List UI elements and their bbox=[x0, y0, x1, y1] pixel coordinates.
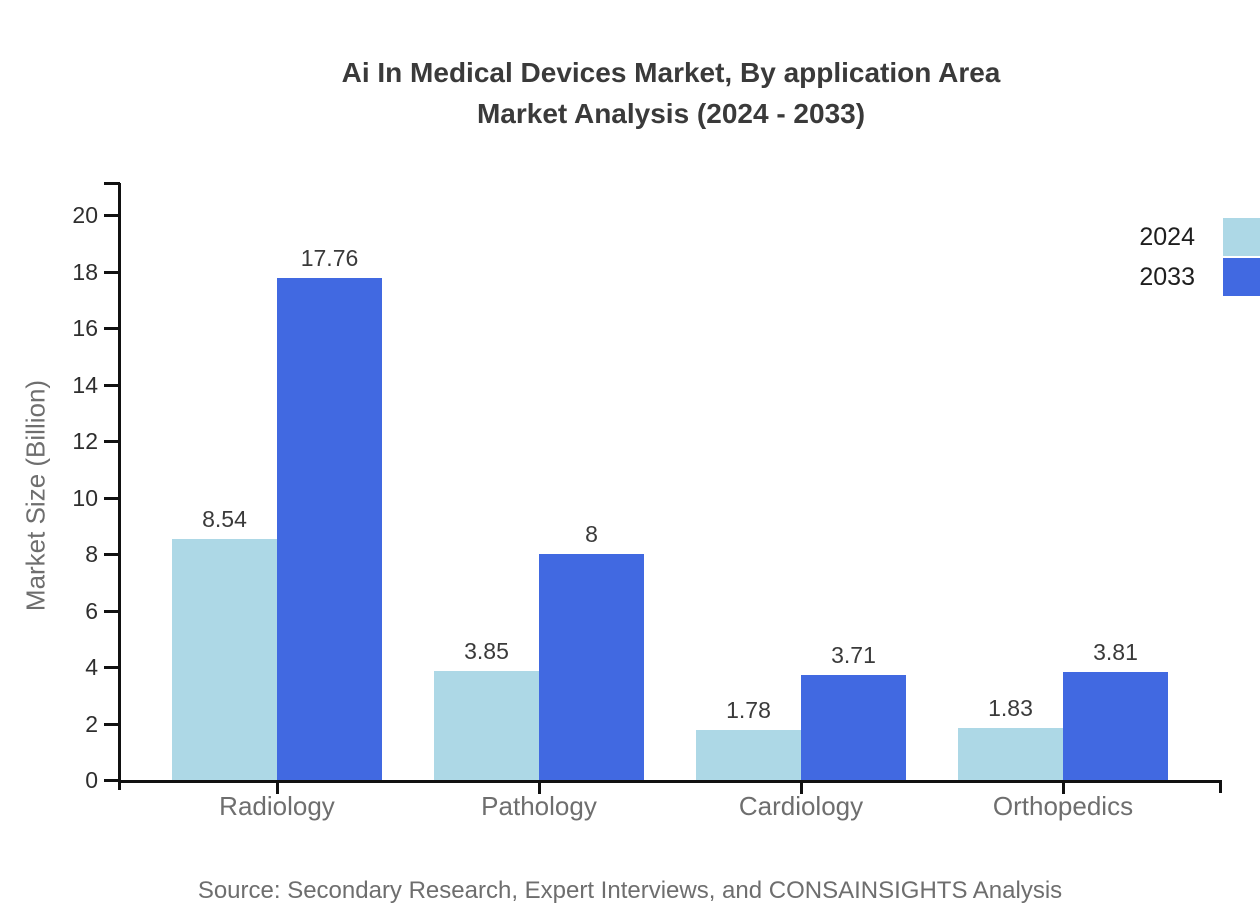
y-axis-tick bbox=[104, 214, 120, 217]
y-axis-tick bbox=[104, 440, 120, 443]
chart-title: Ai In Medical Devices Market, By applica… bbox=[120, 52, 1222, 134]
bar-value-label: 1.78 bbox=[726, 696, 771, 723]
y-axis-tick bbox=[104, 383, 120, 387]
y-axis-tick bbox=[104, 666, 120, 669]
y-axis-tick-label: 18 bbox=[72, 258, 98, 285]
category-label-orthopedics: Orthopedics bbox=[992, 791, 1134, 821]
bar-2033-radiology bbox=[277, 278, 382, 780]
y-axis-endcap-tick bbox=[104, 182, 120, 185]
bar-value-label: 1.83 bbox=[988, 695, 1033, 722]
bar-2024-radiology bbox=[172, 538, 277, 780]
y-axis-tick bbox=[104, 609, 120, 613]
y-axis-tick-label: 10 bbox=[72, 484, 98, 511]
bar-2033-orthopedics bbox=[1063, 672, 1168, 780]
y-axis-tick-label: 8 bbox=[85, 541, 98, 567]
legend-row-2033: 2033 bbox=[1139, 258, 1260, 296]
x-axis-endcap-tick bbox=[1219, 780, 1222, 793]
chart-title-line-2: Market Analysis (2024 - 2033) bbox=[476, 98, 866, 129]
legend-swatch-2024 bbox=[1223, 218, 1260, 256]
legend-label-2033: 2033 bbox=[1139, 262, 1195, 291]
legend: 2024 2033 bbox=[1139, 218, 1260, 298]
y-axis-tick bbox=[104, 496, 120, 500]
bar-value-label: 3.85 bbox=[464, 638, 509, 665]
y-axis-line bbox=[118, 183, 121, 790]
bar-2024-pathology bbox=[434, 671, 539, 780]
category-label-cardiology: Cardiology bbox=[738, 791, 864, 821]
x-axis-line bbox=[118, 780, 1222, 783]
category-label-radiology: Radiology bbox=[219, 791, 335, 821]
y-axis-tick-label: 4 bbox=[85, 654, 98, 680]
y-axis-tick-label: 14 bbox=[72, 371, 98, 398]
bar-value-label: 17.76 bbox=[300, 245, 359, 272]
y-axis-tick bbox=[104, 270, 120, 274]
y-axis-tick-label: 2 bbox=[85, 710, 98, 737]
bar-2033-cardiology bbox=[801, 675, 906, 780]
y-axis-tick-label: 16 bbox=[72, 315, 98, 341]
category-label-pathology: Pathology bbox=[481, 791, 597, 821]
y-axis-tick bbox=[104, 722, 120, 726]
legend-row-2024: 2024 bbox=[1139, 218, 1260, 256]
bar-2024-cardiology bbox=[696, 729, 801, 780]
bar-value-label: 3.71 bbox=[831, 642, 876, 669]
x-axis-tick bbox=[1062, 783, 1065, 794]
x-axis-tick bbox=[800, 783, 803, 794]
bar-value-label: 3.81 bbox=[1093, 639, 1138, 666]
source-attribution: Source: Secondary Research, Expert Inter… bbox=[197, 877, 1063, 904]
y-axis-tick-label: 12 bbox=[72, 428, 98, 454]
y-axis-tick-label: 6 bbox=[85, 597, 98, 624]
y-axis-tick bbox=[104, 553, 120, 556]
x-axis-tick bbox=[538, 783, 541, 794]
chart-title-line-1: Ai In Medical Devices Market, By applica… bbox=[341, 57, 1001, 88]
y-axis-tick bbox=[104, 779, 120, 782]
y-axis-tick bbox=[104, 327, 120, 330]
bar-2033-pathology bbox=[539, 554, 644, 780]
y-axis-tick-label: 0 bbox=[85, 767, 98, 793]
x-axis-tick bbox=[276, 783, 279, 794]
legend-swatch-2033 bbox=[1223, 258, 1260, 296]
bar-2024-orthopedics bbox=[958, 728, 1063, 780]
bar-value-label: 8 bbox=[585, 521, 598, 547]
bar-value-label: 8.54 bbox=[202, 505, 247, 532]
y-axis-tick-label: 20 bbox=[72, 202, 98, 228]
legend-label-2024: 2024 bbox=[1139, 222, 1195, 251]
